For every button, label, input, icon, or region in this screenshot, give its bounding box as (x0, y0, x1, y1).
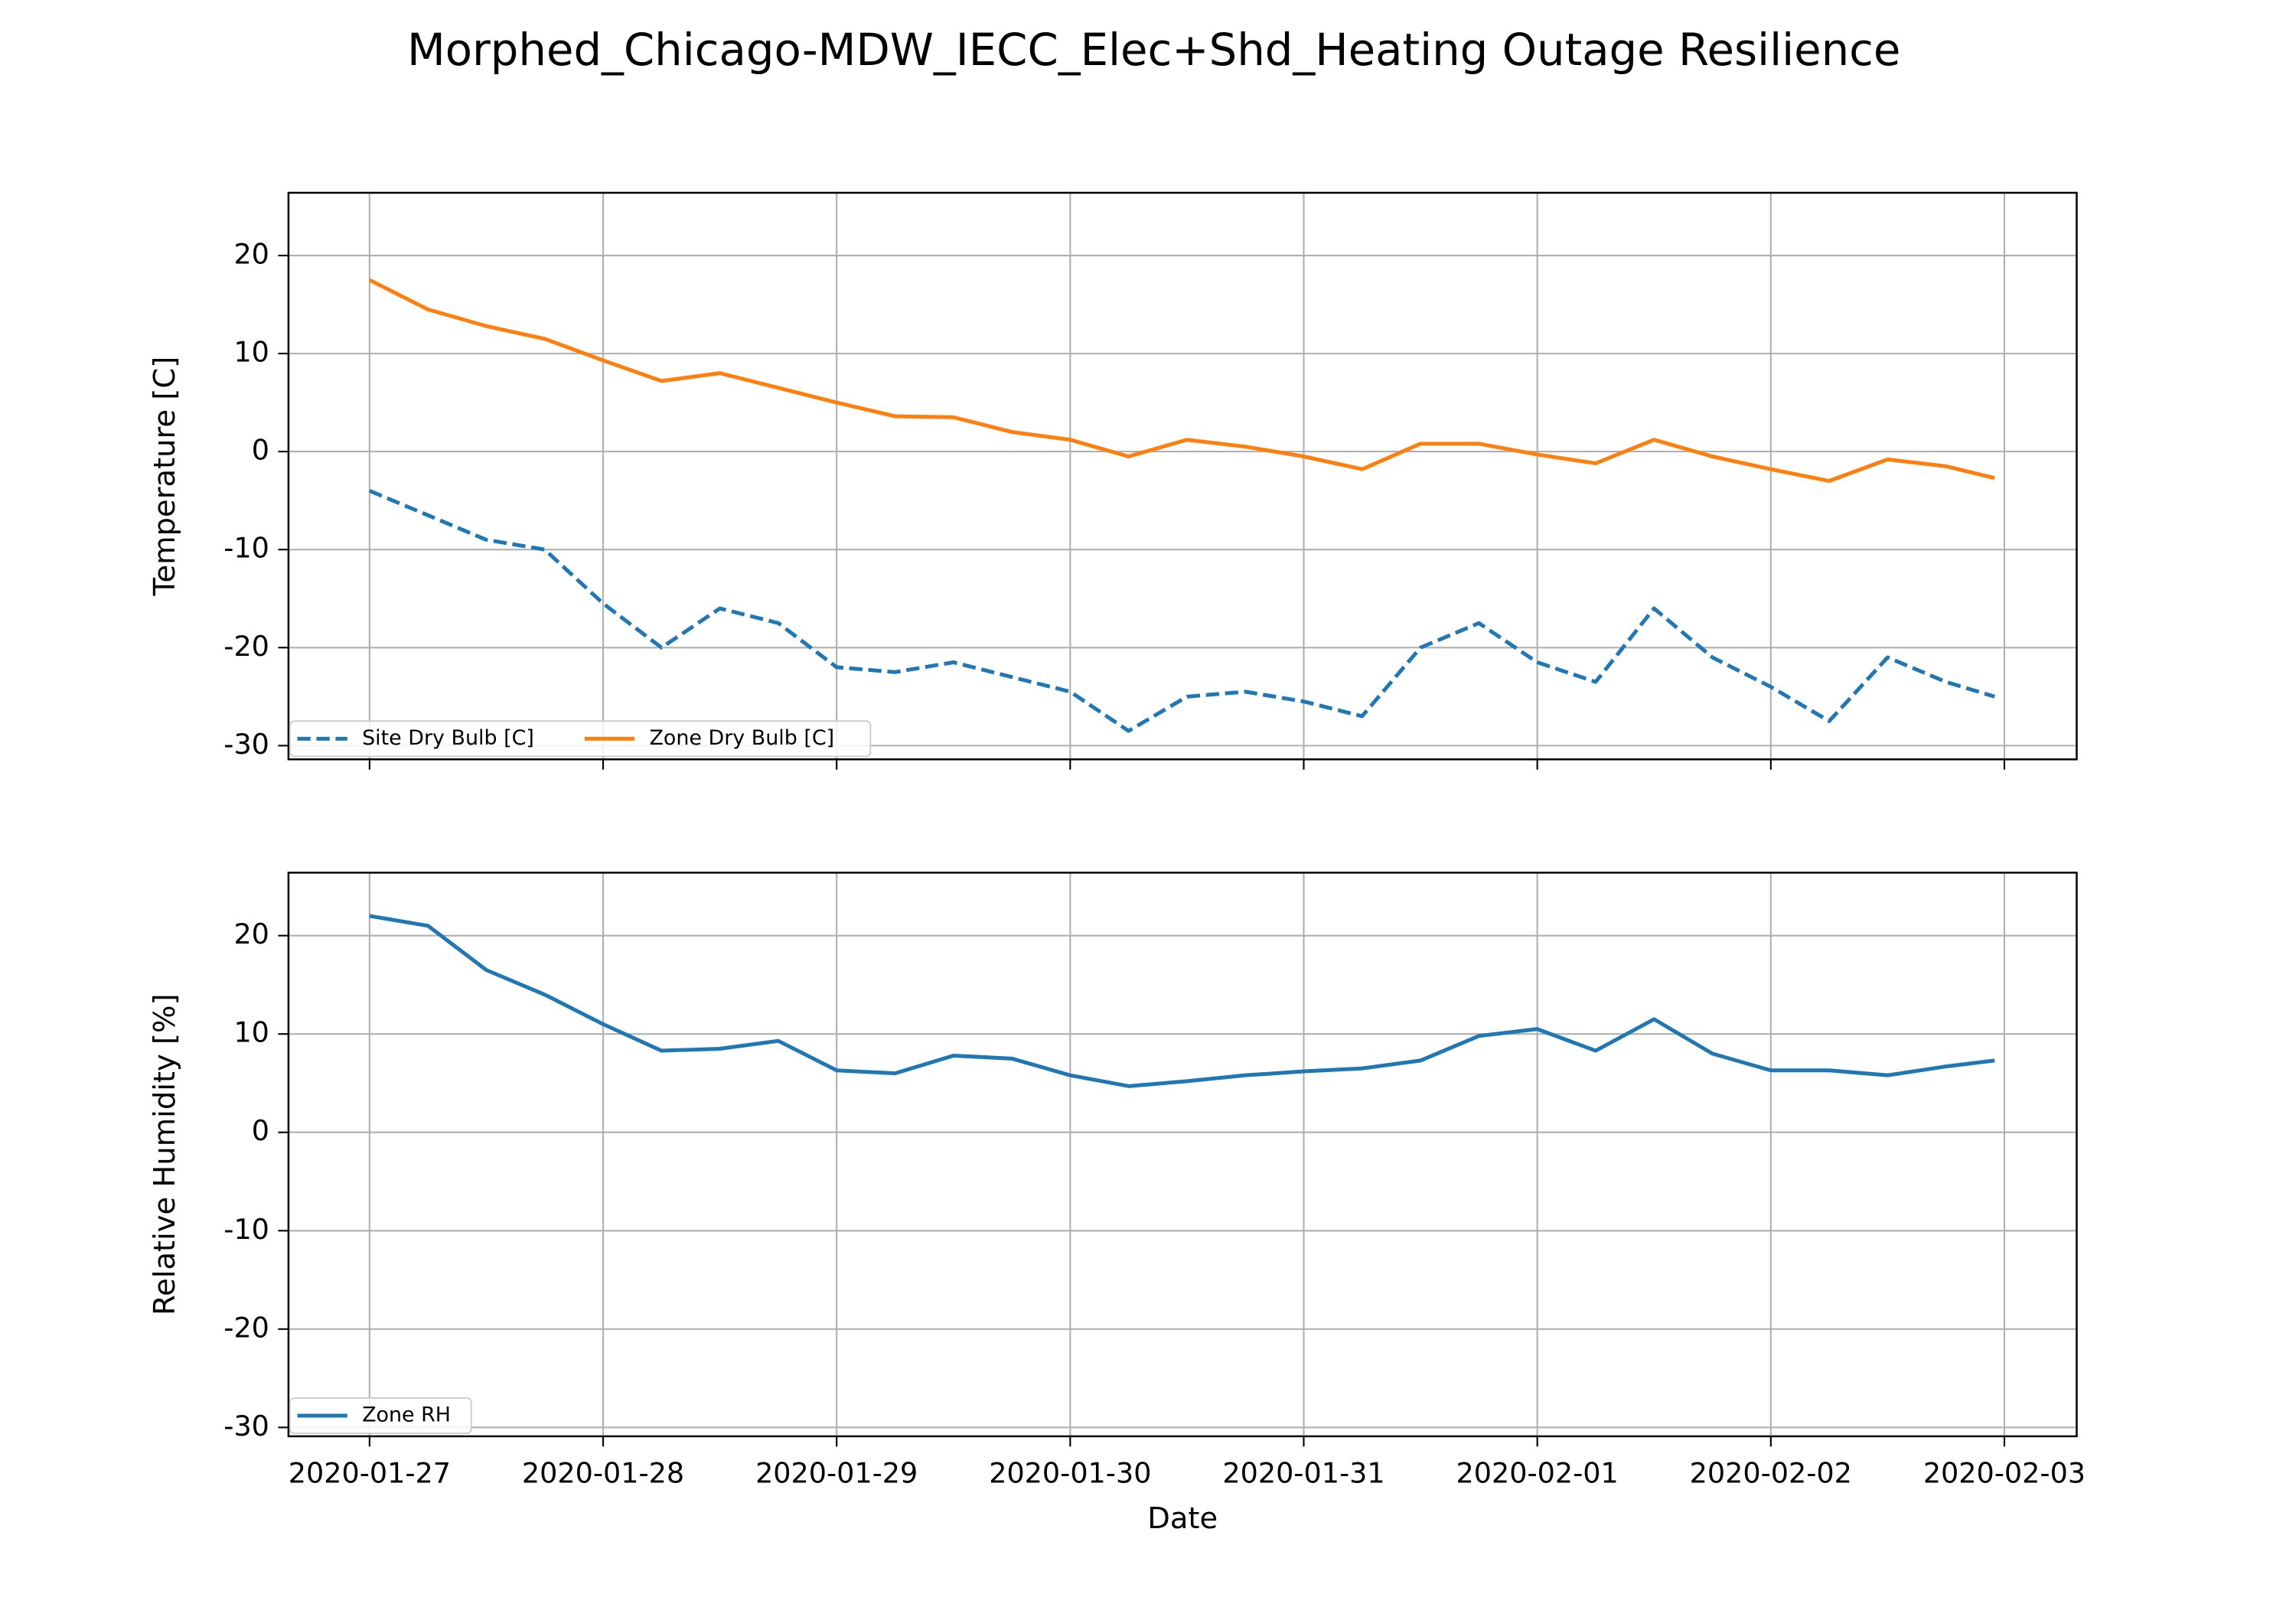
legend-box (289, 1397, 472, 1435)
y-tick-label: -10 (223, 532, 269, 565)
data-line (368, 278, 1995, 484)
legend-label: Site Dry Bulb [C] (362, 726, 534, 750)
legend-label: Zone Dry Bulb [C] (649, 726, 834, 750)
plot-area (369, 914, 1995, 1088)
plot-area (368, 278, 1995, 733)
y-tick-label: 10 (233, 1016, 269, 1049)
y-axis-label: Relative Humidity [%] (148, 993, 182, 1315)
x-tick-label: 2020-01-30 (989, 1456, 1151, 1489)
y-tick-label: -20 (223, 1311, 269, 1344)
chart-title: Morphed_Chicago-MDW_IECC_Elec+Shd_Heatin… (407, 24, 1900, 76)
y-tick-label: -30 (223, 728, 269, 761)
x-tick-label: 2020-01-28 (522, 1456, 684, 1489)
data-line (368, 489, 1995, 733)
y-tick-label: 10 (233, 335, 269, 368)
x-tick-label: 2020-02-01 (1456, 1456, 1619, 1489)
x-tick-label: 2020-01-31 (1222, 1456, 1384, 1489)
axes-frame (287, 872, 2078, 1438)
axes-frame (287, 191, 2078, 761)
y-tick-label: 20 (233, 918, 269, 950)
data-line (369, 914, 1995, 1088)
y-tick-label: 20 (233, 237, 269, 270)
y-tick-label: 0 (252, 434, 269, 467)
x-tick-label: 2020-02-03 (1923, 1456, 2086, 1489)
legend-box (289, 720, 872, 758)
x-axis-label: Date (1147, 1501, 1218, 1536)
y-axis-label: Temperature [C] (148, 357, 182, 597)
x-tick-label: 2020-01-29 (755, 1456, 918, 1489)
legend-label: Zone RH (362, 1403, 451, 1427)
y-tick-label: 0 (252, 1114, 269, 1147)
x-tick-label: 2020-01-27 (289, 1456, 451, 1489)
y-tick-label: -20 (223, 630, 269, 663)
y-tick-label: -30 (223, 1410, 269, 1442)
x-tick-label: 2020-02-02 (1690, 1456, 1852, 1489)
y-tick-label: -10 (223, 1213, 269, 1246)
